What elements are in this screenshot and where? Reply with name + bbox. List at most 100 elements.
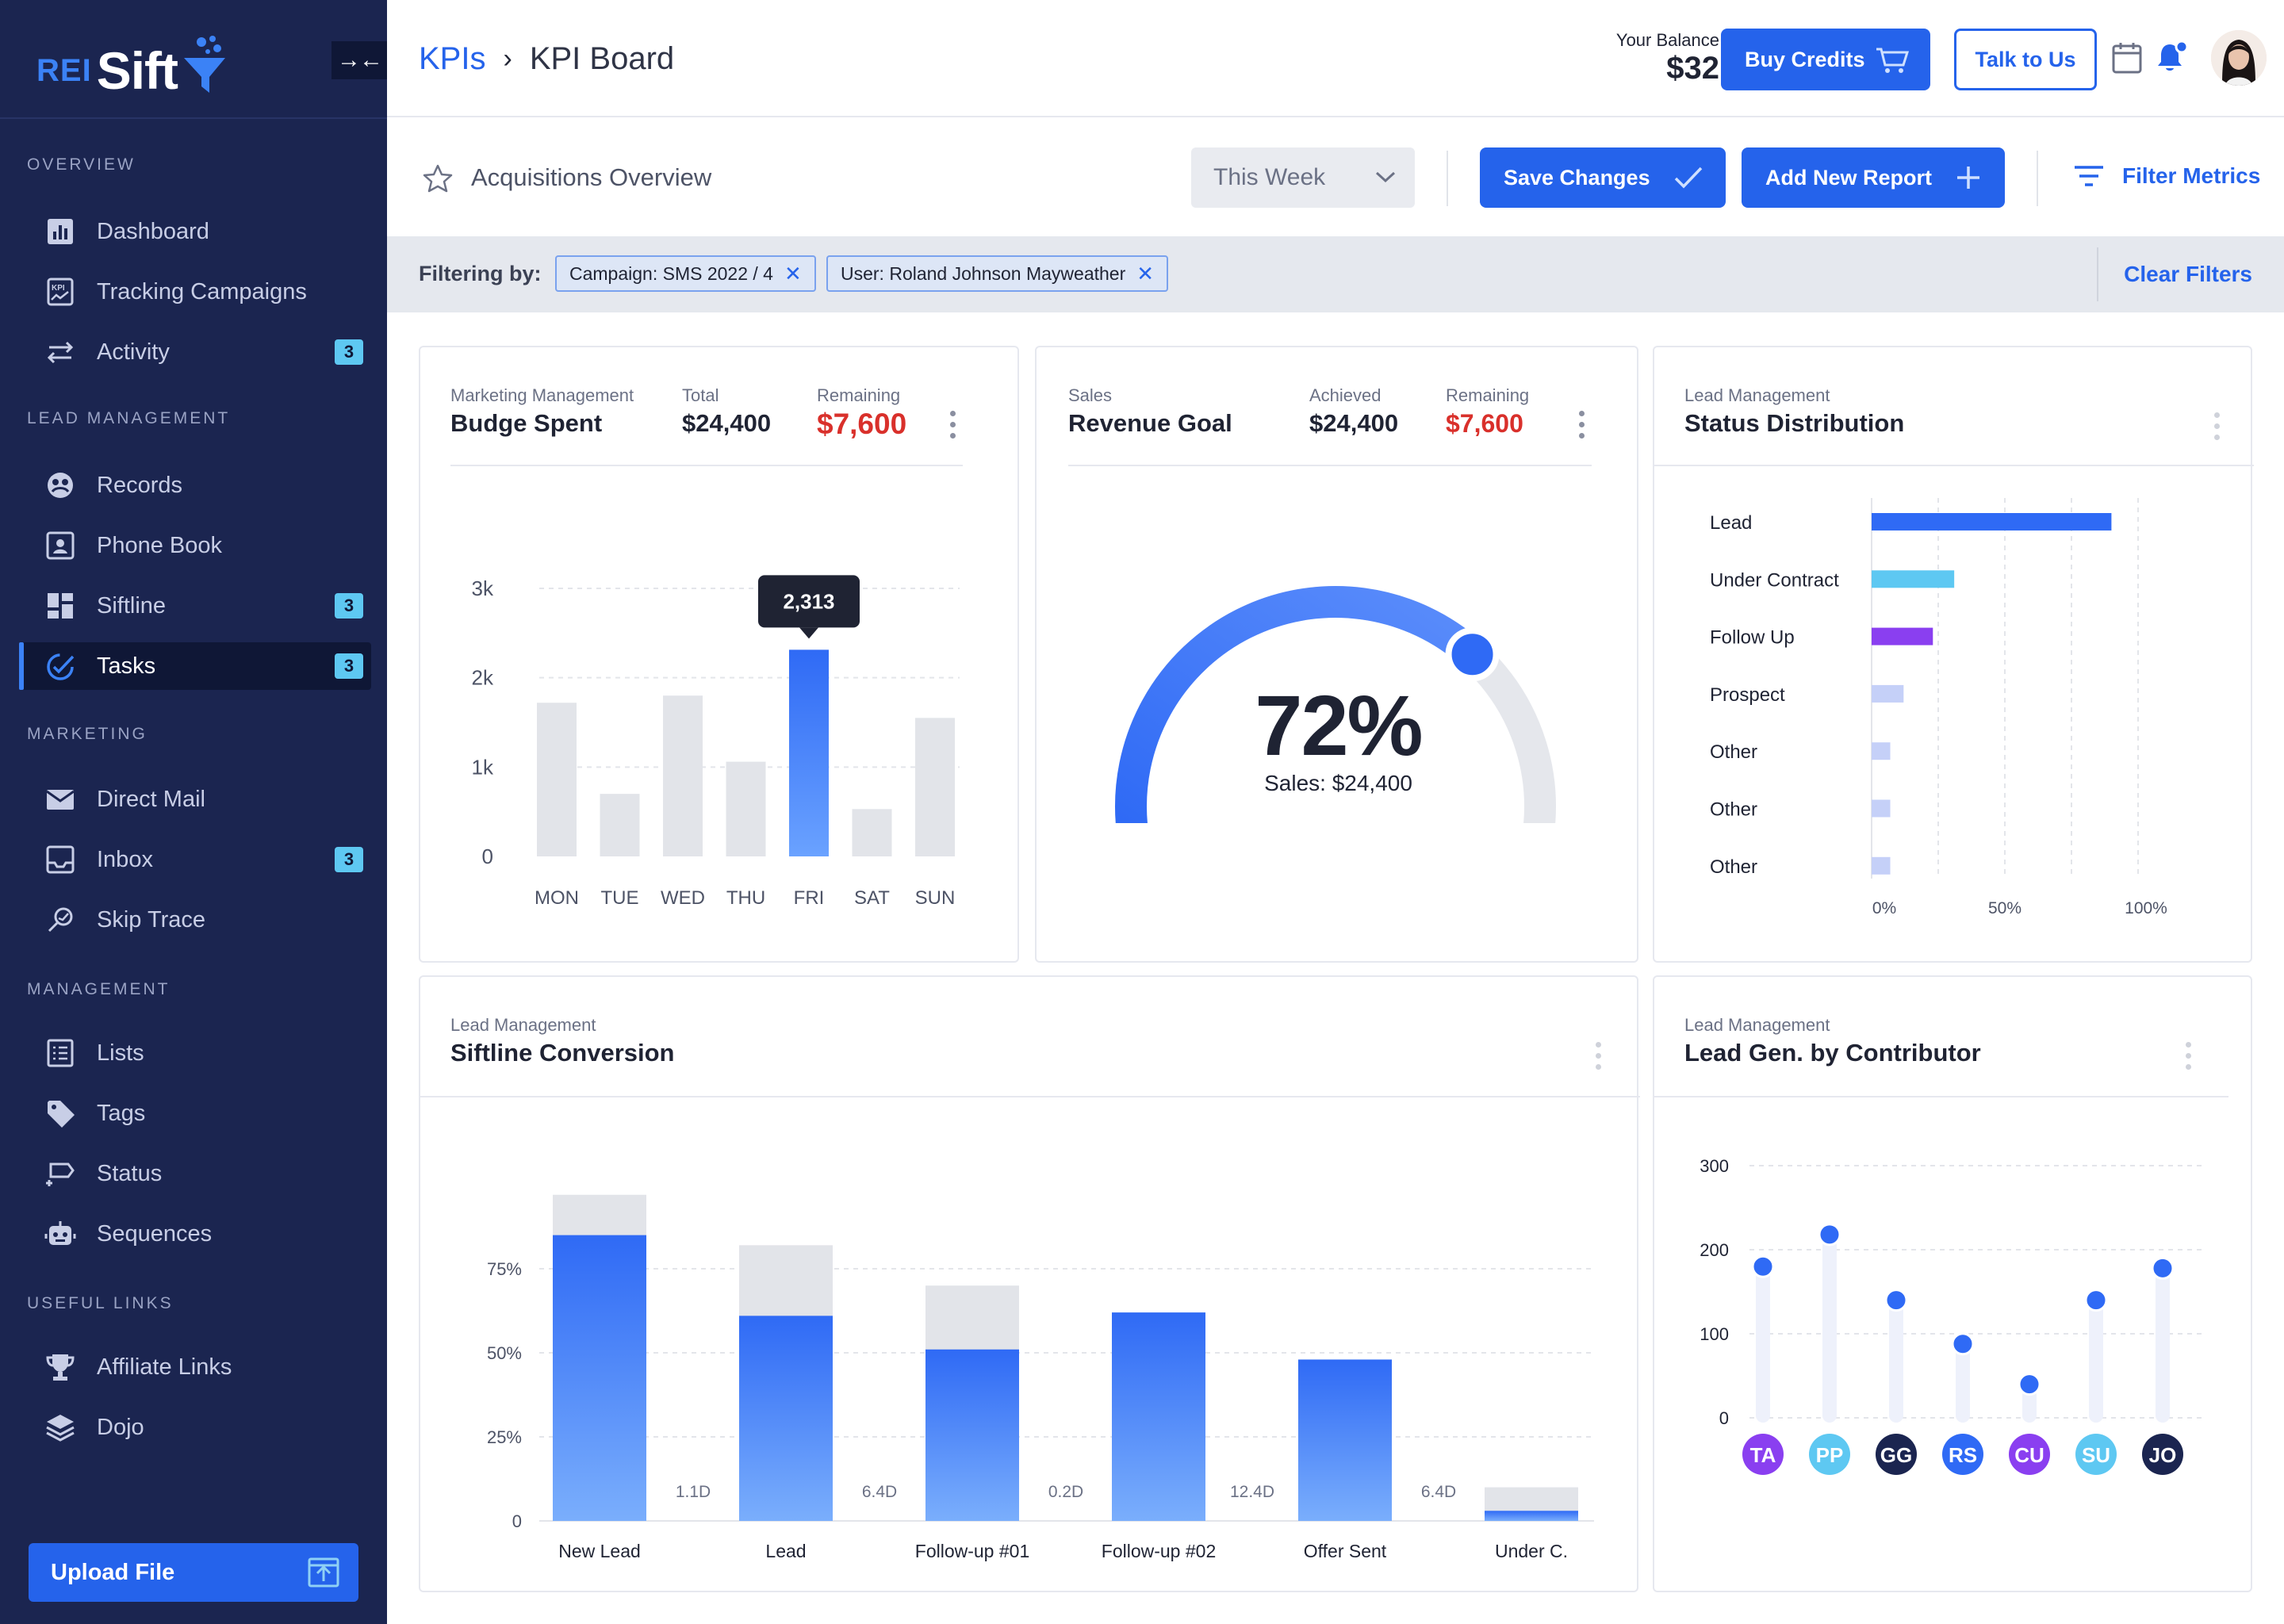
bar-fri	[789, 649, 829, 856]
avatar-initials: JO	[2149, 1443, 2177, 1467]
sidebar-item-label: Sequences	[97, 1220, 213, 1247]
status-bar-2	[1872, 627, 1933, 645]
lollipop-dot	[2084, 1289, 2108, 1312]
sidebar-item-dojo[interactable]: Dojo	[19, 1404, 371, 1451]
chevron-right-icon: ›	[503, 44, 512, 74]
bar-converted	[1485, 1511, 1578, 1521]
bar-sat	[852, 809, 892, 856]
bar-converted	[1112, 1312, 1205, 1521]
sidebar-item-status[interactable]: Status	[19, 1150, 371, 1197]
sidebar-item-tasks[interactable]: Tasks 3	[19, 642, 371, 690]
revenue-gauge-chart	[1115, 586, 1556, 823]
sidebar: REI Sift →← OVERVIEW Dashboard KPI Tracking…	[0, 0, 387, 1624]
avatar-circle	[1809, 1434, 1850, 1475]
avatar-circle	[1742, 1434, 1784, 1475]
x-tick-label: 0%	[1872, 899, 1896, 917]
sidebar-item-records[interactable]: Records	[19, 462, 371, 509]
y-tick-label: 100	[1700, 1324, 1729, 1344]
contact-card-icon	[46, 531, 75, 560]
star-icon[interactable]	[422, 163, 454, 193]
filter-bar: Filtering by: Campaign: SMS 2022 / 4 ✕ Us…	[387, 236, 2284, 312]
sidebar-item-affiliate-links[interactable]: Affiliate Links	[19, 1343, 371, 1391]
add-new-report-button[interactable]: Add New Report	[1742, 147, 2005, 208]
close-icon[interactable]: ✕	[1136, 261, 1155, 285]
card-divider	[420, 1096, 1640, 1097]
siftline-stacked-bar-chart: 0 25% 50% 75% New Lead 1.1D Lead 6.4D Follow-up …	[487, 1194, 1594, 1561]
status-icon	[46, 1162, 75, 1186]
close-icon[interactable]: ✕	[784, 261, 802, 285]
talk-to-us-button[interactable]: Talk to Us	[1954, 29, 2097, 90]
sidebar-item-sequences[interactable]: Sequences	[19, 1210, 371, 1258]
avatar-circle	[1876, 1434, 1917, 1475]
gauge-knob	[1445, 627, 1500, 682]
avatar-circle	[2075, 1434, 2117, 1475]
records-icon	[48, 473, 73, 498]
tag-icon	[48, 1101, 75, 1128]
row-label: Follow Up	[1710, 627, 1795, 649]
contributor-avatar-su: SU	[2075, 1434, 2117, 1475]
collapse-sidebar-icon[interactable]: →←	[331, 41, 387, 79]
lollipop-stem	[1756, 1266, 1770, 1423]
sidebar-item-tags[interactable]: Tags	[19, 1090, 371, 1137]
save-changes-button[interactable]: Save Changes	[1480, 147, 1726, 208]
kebab-menu-icon[interactable]	[2186, 1042, 2192, 1075]
lollipop-stem	[1956, 1343, 1970, 1423]
sidebar-item-label: Dashboard	[97, 218, 209, 244]
x-tick-label: Under C.	[1495, 1541, 1568, 1561]
duration-label: 6.4D	[862, 1483, 897, 1501]
revenue-goal-card: Sales Revenue Goal Achieved $24,400 Rema…	[1035, 346, 1638, 963]
sidebar-item-siftline[interactable]: Siftline 3	[19, 582, 371, 630]
x-tick-label: MON	[535, 887, 579, 909]
x-tick-label: 100%	[2125, 899, 2167, 917]
lollipop-stem	[1822, 1234, 1837, 1423]
row-label: Other	[1710, 741, 1757, 763]
nav-section-useful-links: USEFUL LINKS	[27, 1294, 174, 1312]
filter-chip-campaign[interactable]: Campaign: SMS 2022 / 4 ✕	[555, 255, 816, 292]
kebab-menu-icon[interactable]	[2214, 412, 2221, 446]
sidebar-item-lists[interactable]: Lists	[19, 1029, 371, 1077]
lollipop-stem	[2089, 1300, 2103, 1423]
buy-credits-button[interactable]: Buy Credits	[1721, 29, 1930, 90]
upload-file-button[interactable]: Upload File	[29, 1543, 358, 1602]
check-icon	[1674, 167, 1703, 189]
kebab-menu-icon[interactable]	[1579, 411, 1585, 444]
sidebar-item-dashboard[interactable]: Dashboard	[19, 208, 371, 255]
bar-converted	[739, 1316, 833, 1521]
filter-metrics-button[interactable]: Filter Metrics	[2073, 163, 2260, 189]
sidebar-item-label: Skip Trace	[97, 906, 205, 933]
duration-label: 1.1D	[676, 1483, 711, 1501]
card-divider	[1654, 1096, 2228, 1097]
status-hbar-chart: Lead Under Contract Follow Up Prospect Other…	[1710, 498, 2167, 917]
avatar-initials: CU	[2014, 1443, 2044, 1467]
x-tick-label: Lead	[765, 1541, 806, 1561]
notification-bell-icon[interactable]	[2154, 40, 2189, 75]
sidebar-item-label: Tasks	[97, 653, 156, 679]
chevron-down-icon	[1375, 171, 1396, 183]
clear-filters-button[interactable]: Clear Filters	[2124, 262, 2252, 286]
duration-label: 12.4D	[1230, 1483, 1274, 1501]
calendar-icon[interactable]	[2111, 41, 2143, 75]
sidebar-item-inbox[interactable]: Inbox 3	[19, 836, 371, 883]
x-tick-label: 50%	[1988, 899, 2021, 917]
bar-sun	[915, 718, 955, 856]
sidebar-item-activity[interactable]: Activity 3	[19, 328, 371, 376]
sidebar-item-skip-trace[interactable]: Skip Trace	[19, 896, 371, 944]
duration-label: 6.4D	[1421, 1483, 1456, 1501]
toolbar-divider	[2037, 151, 2038, 206]
breadcrumb-kpis-link[interactable]: KPIs	[419, 41, 486, 76]
breadcrumb: KPIs › KPI Board	[419, 41, 674, 77]
sidebar-item-tracking-campaigns[interactable]: KPI Tracking Campaigns	[19, 268, 371, 316]
filter-chip-user[interactable]: User: Roland Johnson Mayweather ✕	[826, 255, 1169, 292]
period-select[interactable]: This Week	[1191, 147, 1415, 208]
nav-section-overview: OVERVIEW	[27, 155, 136, 174]
lollipop-dot	[2151, 1256, 2175, 1280]
kebab-menu-icon[interactable]	[1596, 1042, 1602, 1075]
mail-icon	[46, 790, 75, 810]
user-avatar[interactable]	[2211, 30, 2267, 86]
sidebar-item-direct-mail[interactable]: Direct Mail	[19, 776, 371, 823]
row-label: Other	[1710, 799, 1757, 821]
report-toolbar: Acquisitions Overview This Week Save Cha…	[387, 119, 2284, 236]
logo[interactable]: REI Sift	[36, 35, 228, 106]
kebab-menu-icon[interactable]	[950, 411, 956, 444]
sidebar-item-phone-book[interactable]: Phone Book	[19, 522, 371, 569]
